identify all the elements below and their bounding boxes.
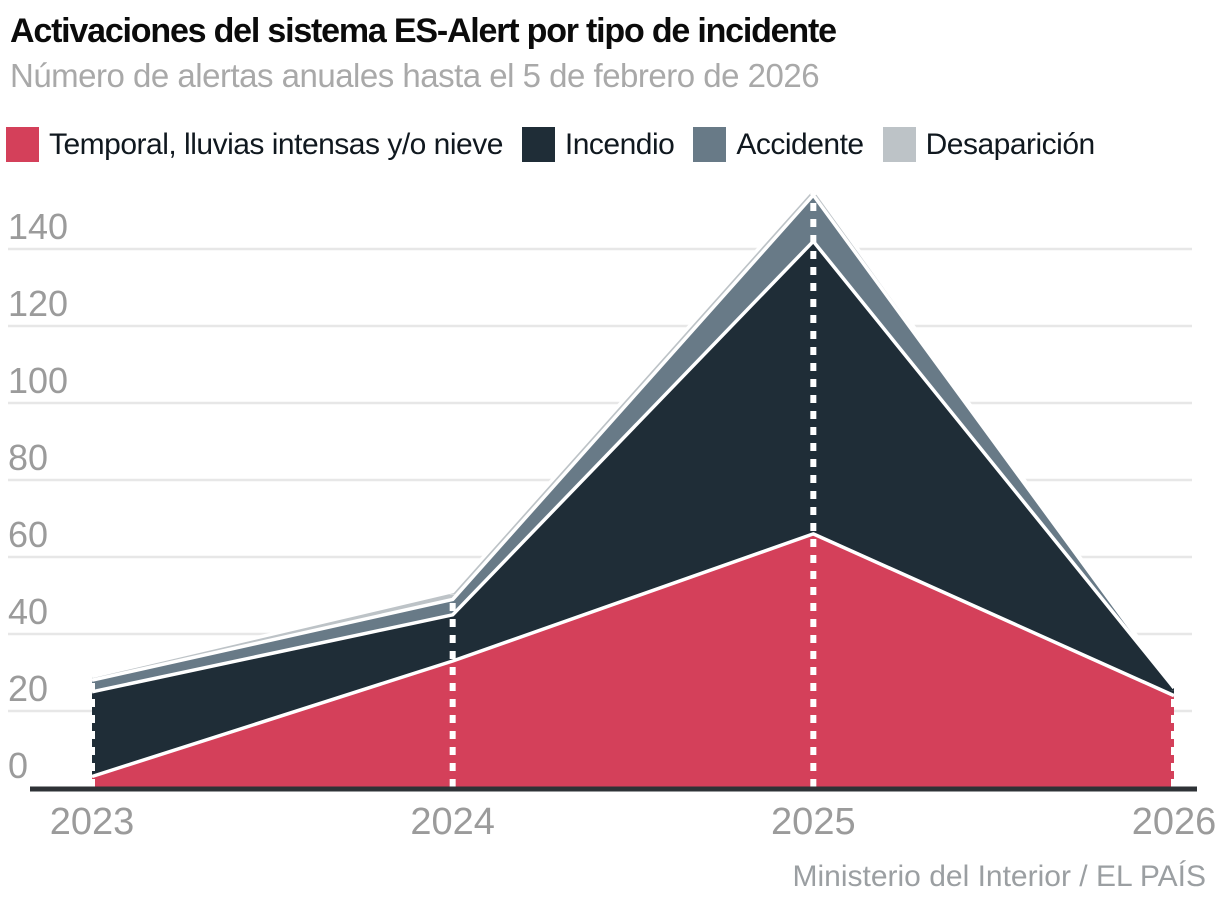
legend-label-temporal: Temporal, lluvias intensas y/o nieve <box>49 127 503 161</box>
y-tick-label: 80 <box>8 437 48 478</box>
legend: Temporal, lluvias intensas y/o nieve Inc… <box>6 127 1095 162</box>
source-credit: Ministerio del Interior / EL PAÍS <box>792 860 1207 893</box>
y-tick-label: 120 <box>8 283 68 324</box>
x-tick-label: 2026 <box>1132 801 1217 843</box>
legend-label-desaparicion: Desaparición <box>925 127 1096 161</box>
area-band-0 <box>92 533 1174 788</box>
y-tick-label: 140 <box>8 206 68 247</box>
legend-swatch-incendio <box>521 127 555 162</box>
y-tick-label: 60 <box>8 514 48 555</box>
x-tick-label: 2023 <box>50 801 135 843</box>
band-outline-1 <box>91 239 1176 694</box>
x-tick-label: 2024 <box>410 801 495 843</box>
legend-swatch-desaparicion <box>882 127 916 162</box>
legend-item-accidente: Accidente <box>693 127 864 162</box>
y-tick-label: 40 <box>8 591 48 632</box>
chart-subtitle: Número de alertas anuales hasta el 5 de … <box>10 57 820 94</box>
x-tick-label: 2025 <box>771 801 856 843</box>
legend-swatch-temporal <box>6 127 39 162</box>
y-tick-label: 100 <box>8 360 68 401</box>
legend-item-incendio: Incendio <box>521 127 675 162</box>
band-outline-3 <box>91 185 1176 689</box>
y-tick-label: 0 <box>8 745 28 786</box>
legend-label-incendio: Incendio <box>564 127 675 161</box>
y-tick-label: 20 <box>8 668 48 709</box>
chart-title: Activaciones del sistema ES-Alert por ti… <box>10 12 837 50</box>
band-outline-0 <box>91 532 1175 779</box>
legend-item-temporal: Temporal, lluvias intensas y/o nieve <box>6 127 503 162</box>
legend-label-accidente: Accidente <box>736 127 864 161</box>
legend-item-desaparicion: Desaparición <box>882 127 1096 162</box>
area-band-1 <box>92 241 1174 777</box>
band-outline-2 <box>91 193 1176 689</box>
legend-swatch-accidente <box>693 127 727 162</box>
